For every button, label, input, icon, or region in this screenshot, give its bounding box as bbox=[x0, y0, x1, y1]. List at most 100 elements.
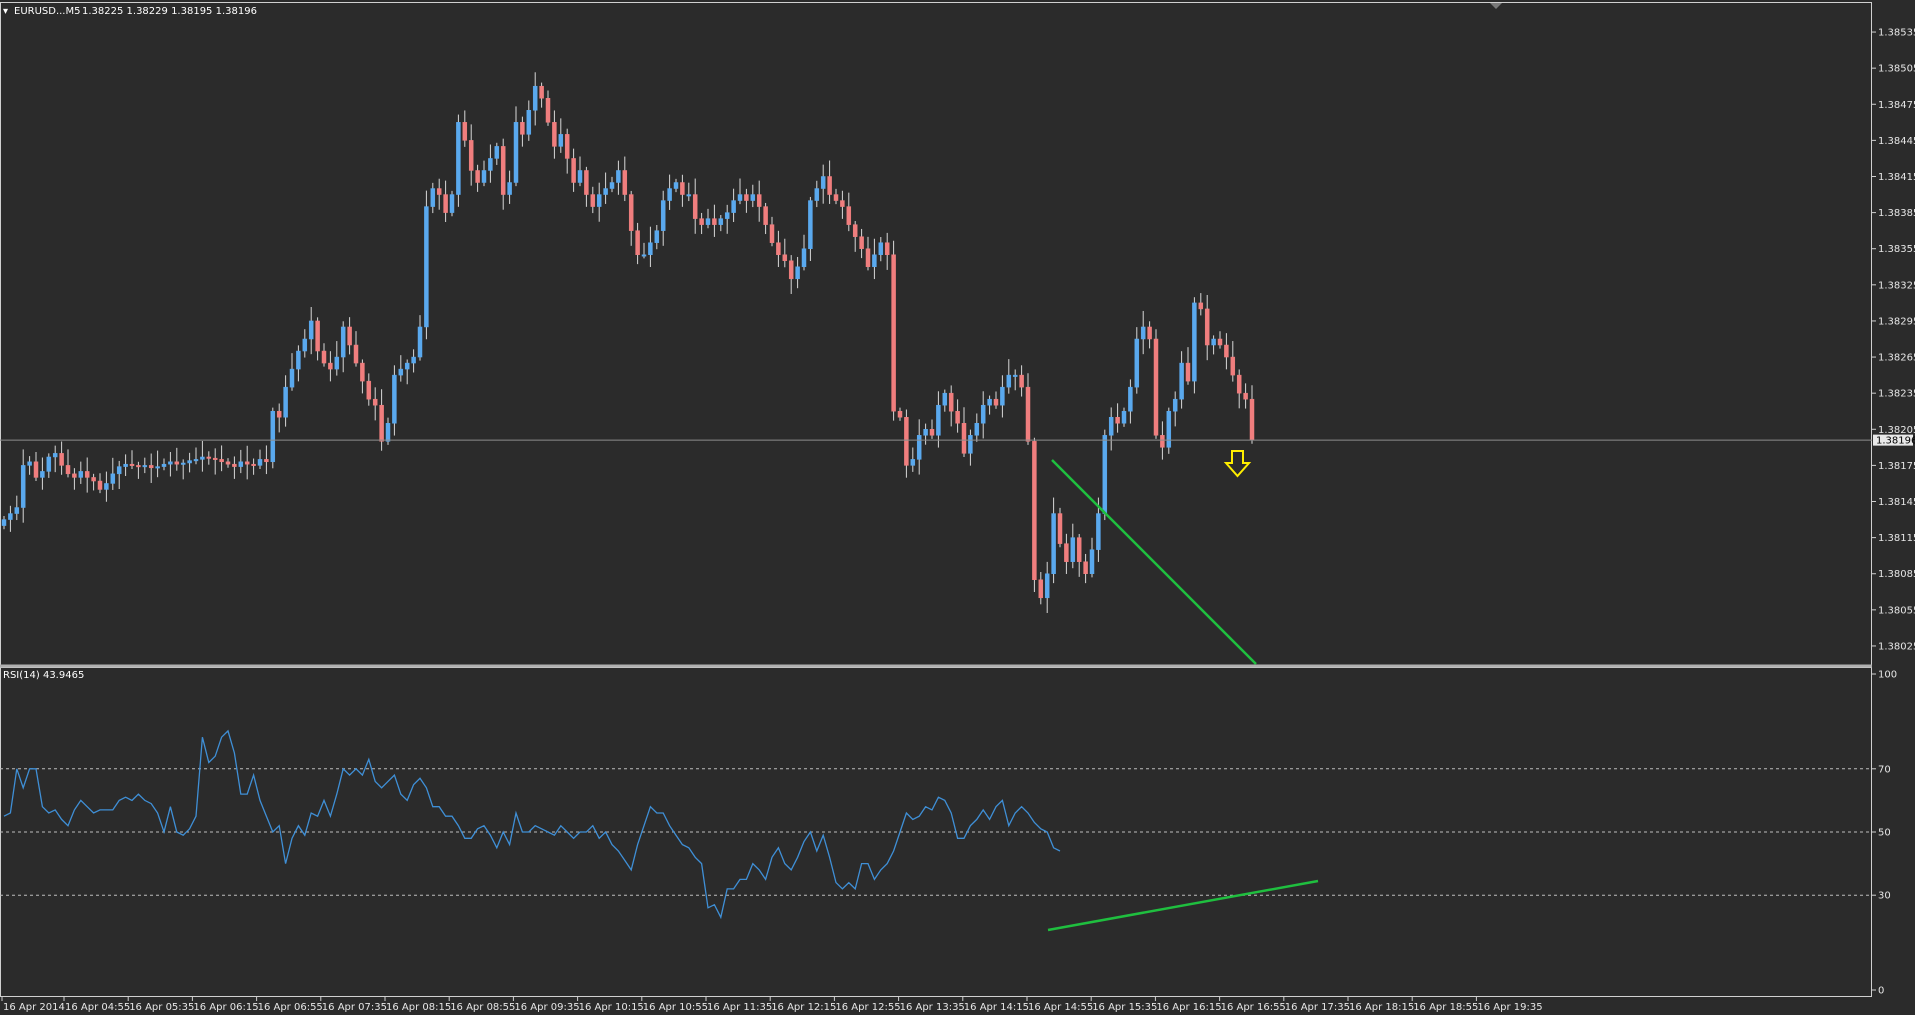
candle-bull bbox=[257, 459, 263, 466]
candle-bull bbox=[456, 122, 461, 195]
candle-bull bbox=[667, 188, 672, 201]
candle-bull bbox=[980, 404, 986, 424]
candle-bear bbox=[1115, 416, 1120, 424]
candle-bull bbox=[974, 423, 980, 436]
time-tick-label: 16 Apr 10:15 bbox=[579, 1002, 644, 1013]
candle-bear bbox=[699, 218, 704, 225]
candle-bull bbox=[1108, 416, 1114, 436]
candle-bear bbox=[372, 398, 378, 406]
candle-bull bbox=[596, 194, 602, 207]
candle-bull bbox=[200, 456, 205, 460]
candle-bull bbox=[8, 513, 13, 520]
rsi-trendline[interactable] bbox=[1047, 879, 1319, 932]
candle-bear bbox=[846, 206, 852, 225]
candle-bear bbox=[782, 254, 788, 262]
candle-bull bbox=[1128, 386, 1133, 412]
price-tick-label: 1.38475 bbox=[1878, 100, 1915, 111]
candle-bear bbox=[72, 473, 77, 478]
candle-bear bbox=[84, 471, 90, 478]
rsi-tick-label: 100 bbox=[1878, 670, 1897, 681]
candle-bull bbox=[801, 248, 807, 268]
candle-bear bbox=[366, 380, 372, 400]
candle-bull bbox=[641, 254, 647, 257]
candle-bear bbox=[1038, 579, 1044, 599]
candle-bear bbox=[1198, 302, 1204, 310]
price-tick-label: 1.38085 bbox=[1878, 569, 1915, 580]
current-price-label: 1.38196 bbox=[1876, 436, 1915, 447]
time-tick-label: 16 Apr 16:55 bbox=[1221, 1002, 1286, 1013]
candle-bull bbox=[1070, 537, 1076, 562]
candle-bull bbox=[385, 423, 391, 442]
price-tick-label: 1.38115 bbox=[1878, 533, 1915, 544]
price-tick-label: 1.38355 bbox=[1878, 244, 1915, 255]
candle-bear bbox=[360, 362, 365, 382]
candle-bull bbox=[417, 326, 423, 358]
down-arrow-icon[interactable] bbox=[1223, 450, 1252, 478]
candle-bull bbox=[46, 456, 52, 472]
candle-bear bbox=[436, 188, 442, 195]
candle-bull bbox=[27, 461, 32, 466]
candle-bear bbox=[136, 465, 141, 468]
candle-bear bbox=[897, 410, 903, 418]
candle-bear bbox=[59, 453, 64, 466]
candle-bull bbox=[142, 465, 148, 468]
candle-bull bbox=[1, 519, 7, 526]
candle-bear bbox=[443, 194, 448, 213]
price-tick-label: 1.38385 bbox=[1878, 208, 1915, 219]
candle-bull bbox=[1044, 573, 1050, 599]
candle-bear bbox=[321, 350, 327, 364]
candle-bear bbox=[1204, 308, 1210, 346]
candle-bear bbox=[756, 194, 762, 207]
time-tick-label: 16 Apr 18:15 bbox=[1349, 1002, 1414, 1013]
candle-bull bbox=[52, 453, 58, 458]
candle-bear bbox=[33, 461, 39, 478]
candle-bear bbox=[763, 206, 768, 225]
price-tick-label: 1.38295 bbox=[1878, 316, 1915, 327]
candle-bear bbox=[584, 170, 589, 195]
candle-bear bbox=[884, 242, 890, 255]
candle-bull bbox=[987, 398, 992, 406]
candle-bear bbox=[244, 461, 250, 465]
rsi-tick-label: 30 bbox=[1878, 891, 1891, 902]
price-tick-label: 1.38145 bbox=[1878, 497, 1915, 508]
time-tick-label: 16 Apr 13:35 bbox=[900, 1002, 965, 1013]
rsi-axis: 100 70 50 30 0 bbox=[0, 670, 1897, 997]
candle-bull bbox=[14, 507, 20, 514]
candle-bear bbox=[833, 194, 839, 201]
candle-bull bbox=[168, 461, 173, 465]
candle-bear bbox=[635, 230, 640, 255]
price-axis: 1.38535 1.38505 1.38475 1.38445 1.38415 1.383… bbox=[1872, 28, 1915, 652]
candle-bull bbox=[795, 266, 800, 280]
price-trendline[interactable] bbox=[1051, 459, 1257, 665]
candle-bear bbox=[206, 456, 212, 459]
shift-marker-icon[interactable] bbox=[1490, 3, 1502, 9]
collapse-icon[interactable]: ▾ bbox=[3, 6, 8, 17]
time-tick-label: 16 Apr 2014 bbox=[3, 1002, 65, 1013]
candle-bear bbox=[961, 423, 967, 454]
candle-bear bbox=[628, 194, 634, 231]
candle-bull bbox=[878, 242, 884, 255]
time-tick-label: 16 Apr 16:15 bbox=[1156, 1002, 1221, 1013]
candle-bear bbox=[1230, 356, 1236, 376]
candle-bull bbox=[1121, 410, 1127, 424]
candle-bull bbox=[1102, 435, 1108, 514]
candle-bear bbox=[680, 182, 685, 195]
candle-bear bbox=[225, 461, 231, 465]
candle-bear bbox=[353, 344, 359, 364]
candle-bear bbox=[264, 459, 269, 463]
candle-bear bbox=[891, 254, 896, 412]
candle-bull bbox=[104, 483, 109, 490]
candle-bear bbox=[1032, 441, 1037, 581]
candle-bull bbox=[123, 463, 128, 467]
candle-bear bbox=[468, 140, 474, 171]
candle-bear bbox=[379, 404, 384, 442]
time-tick-label: 16 Apr 14:55 bbox=[1028, 1002, 1093, 1013]
price-tick-label: 1.38235 bbox=[1878, 389, 1915, 400]
time-tick-label: 16 Apr 07:35 bbox=[322, 1002, 387, 1013]
candle-bear bbox=[865, 248, 871, 268]
candle-bull bbox=[78, 471, 84, 478]
candle-bear bbox=[955, 410, 960, 424]
candle-bear bbox=[692, 194, 698, 219]
candle-bull bbox=[673, 182, 679, 189]
